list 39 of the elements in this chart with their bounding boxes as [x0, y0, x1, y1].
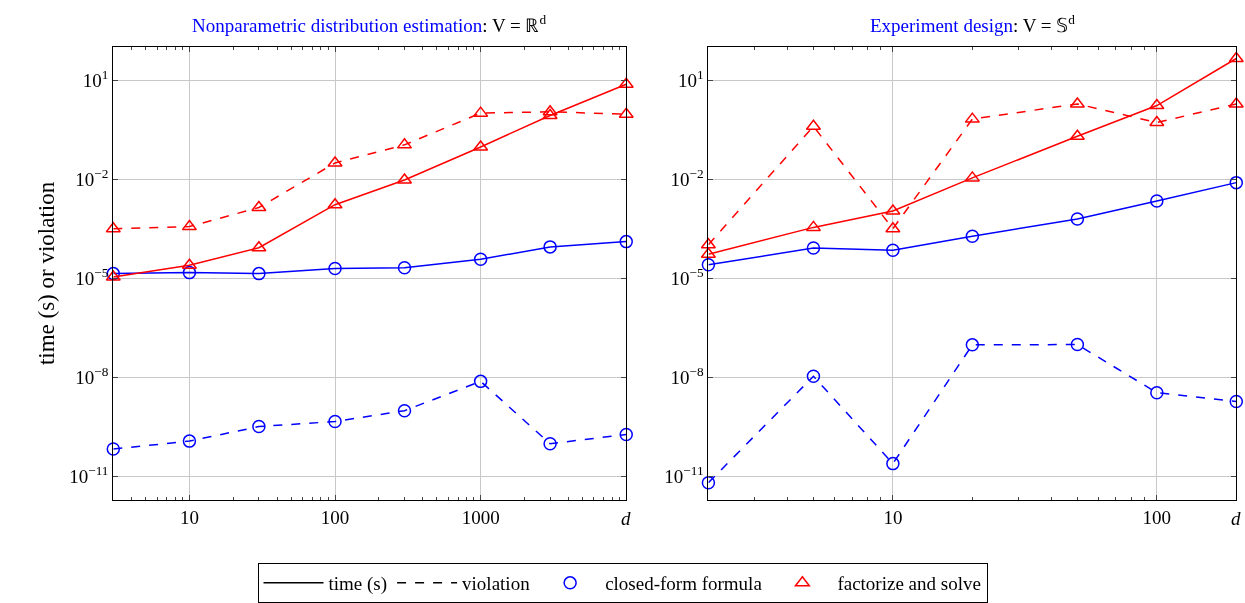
point — [619, 234, 633, 249]
y-tick-label: 10$^{−8}$ — [670, 364, 704, 389]
legend-label: closed-form formula — [605, 573, 763, 595]
legend-label: violation — [462, 573, 531, 595]
y-tick-label: 10$^{−8}$ — [75, 364, 109, 389]
x-tick-label: 100 — [1142, 506, 1172, 528]
point — [252, 266, 266, 281]
chart-title: Experiment design: V = 𝕊$^{d}$ — [870, 12, 1076, 36]
y-tick-label: 10$^{1}$ — [82, 66, 109, 91]
point — [328, 261, 342, 276]
y-tick-label: 10$^{−11}$ — [664, 463, 704, 488]
point — [397, 261, 412, 275]
x-tick-label: 10 — [883, 506, 903, 528]
y-tick-label: 10$^{−5}$ — [75, 265, 109, 290]
chart-title: Nonparametric distribution estimation: V = ℝ$^{d}$ — [192, 12, 547, 36]
point — [106, 442, 121, 456]
legend-label: time (s) — [328, 573, 388, 596]
point — [251, 240, 267, 252]
x-tick-label: 100 — [320, 506, 350, 528]
point — [473, 374, 488, 389]
y-axis-title: time (s) or violation — [33, 181, 59, 366]
x-tick-label: 10 — [179, 506, 199, 528]
point — [327, 197, 343, 209]
point — [328, 414, 342, 429]
x-axis-title: d — [621, 508, 631, 529]
y-tick-label: 10$^{−2}$ — [75, 165, 109, 190]
point — [397, 403, 412, 418]
x-axis-title: d — [1231, 508, 1241, 529]
point — [105, 221, 121, 233]
x-tick-label: 1000 — [461, 506, 500, 528]
y-tick-label: 10$^{−5}$ — [670, 265, 704, 290]
point — [619, 427, 633, 442]
y-tick-label: 10$^{1}$ — [677, 66, 704, 91]
y-tick-label: 10$^{−2}$ — [670, 165, 704, 190]
point — [473, 252, 488, 267]
point — [252, 419, 266, 434]
legend-label: factorize and solve — [837, 573, 981, 595]
y-tick-label: 10$^{−11}$ — [69, 463, 109, 488]
point — [251, 200, 267, 212]
